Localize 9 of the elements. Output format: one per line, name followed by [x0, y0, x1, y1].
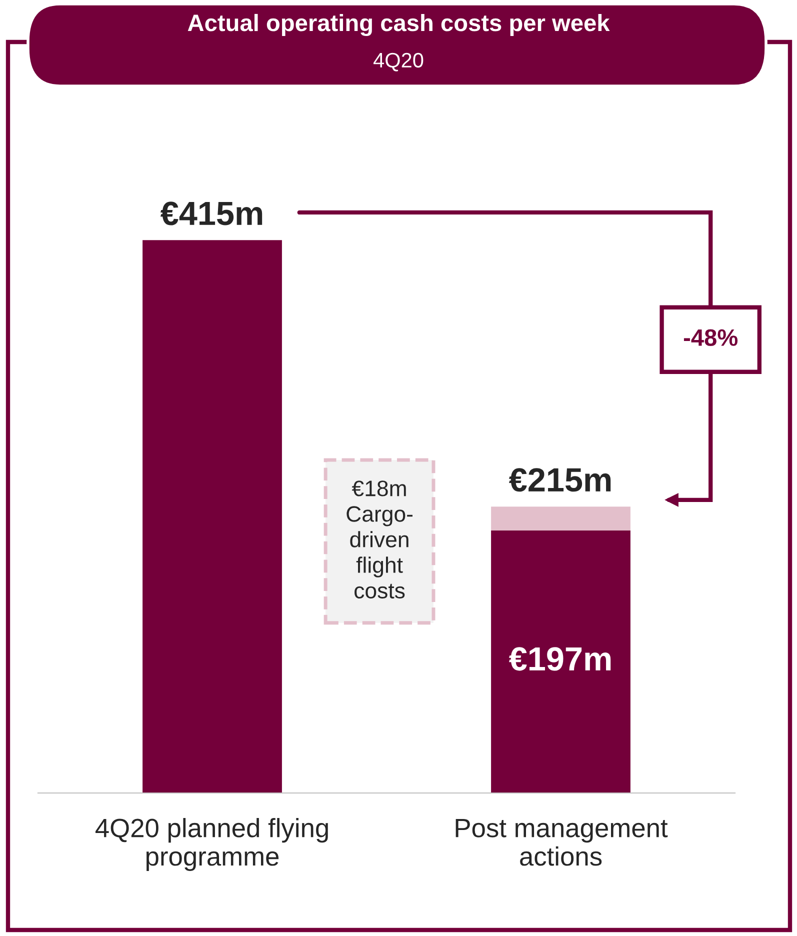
chart-subtitle: 4Q20	[374, 52, 424, 72]
total-label: €415m	[160, 202, 262, 226]
total-label: €215m	[509, 468, 611, 492]
chart-title: Actual operating cash costs per week	[188, 14, 610, 36]
annotation: €18m Cargo- driven flight costs	[346, 480, 413, 598]
annotation: -48%	[684, 329, 738, 346]
data-label: €197m	[509, 647, 611, 671]
x-tick-label: 4Q20 planned flying programme	[95, 818, 328, 872]
x-tick-label: Post management actions	[456, 818, 668, 866]
